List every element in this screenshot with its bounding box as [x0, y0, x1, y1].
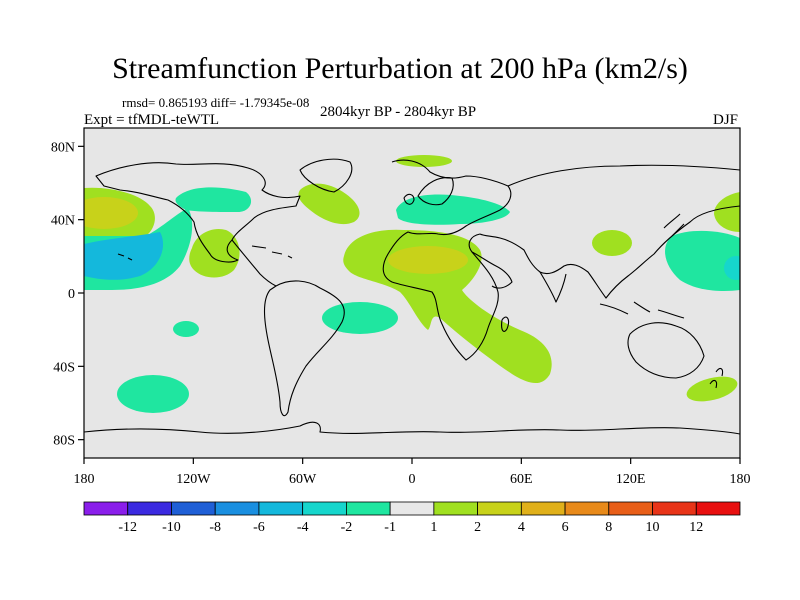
colorbar-label: 8 — [605, 520, 612, 535]
colorbar-swatch — [652, 501, 697, 516]
lon-tick-label: 60W — [289, 472, 317, 487]
british-isles — [403, 193, 415, 205]
lon-tick-label: 180 — [730, 472, 751, 487]
colorbar-swatch — [477, 501, 522, 516]
colorbar-label: -6 — [253, 520, 265, 535]
lat-tick-label: 40S — [53, 360, 75, 375]
season-label: DJF — [713, 112, 739, 128]
plot-title: Streamfunction Perturbation at 200 hPa (… — [112, 52, 688, 85]
lat-tick-label: 80N — [51, 140, 75, 155]
west-pacific-negative — [665, 230, 740, 291]
scandinavia-coast — [417, 177, 454, 206]
lon-tick-label: 120W — [176, 472, 211, 487]
longitude-axis: 180 120W 60W 0 60E 120E 180 — [74, 458, 751, 487]
hawaii — [117, 253, 133, 261]
colorbar-swatch — [302, 501, 347, 516]
australia-coast — [627, 322, 705, 379]
colorbar-swatch — [564, 501, 610, 516]
colorbar-label: 10 — [646, 520, 660, 535]
greenland-coast — [299, 158, 353, 193]
south-pacific-central-negative — [173, 321, 199, 337]
colorbar-swatch — [520, 501, 566, 516]
colorbar-swatch — [389, 501, 435, 516]
arabia-coast — [471, 251, 513, 289]
antarctica-coast — [84, 421, 740, 435]
stats-label: rmsd= 0.865193 diff= -1.79345e-08 — [122, 95, 310, 110]
north-america-negative — [175, 187, 252, 212]
north-pacific-west-core — [84, 197, 138, 229]
lon-tick-label: 0 — [409, 472, 416, 487]
madagascar — [501, 316, 510, 332]
colorbar-label: -12 — [118, 520, 137, 535]
colorbar-swatch — [695, 501, 741, 516]
coastlines — [84, 158, 740, 435]
lat-tick-label: 0 — [68, 287, 75, 302]
colorbar: -12 -10 -8 -6 -4 -2 -1 1 2 4 6 8 10 12 — [83, 501, 741, 535]
south-america-coast — [263, 280, 345, 417]
lat-tick-label: 80S — [53, 434, 75, 449]
north-america-coast — [95, 162, 301, 263]
lon-tick-label: 60E — [510, 472, 533, 487]
colorbar-swatch — [608, 501, 653, 516]
arctic-positive — [396, 155, 452, 167]
north-pacific-east-positive — [714, 192, 740, 232]
colorbar-label: -10 — [162, 520, 181, 535]
south-atlantic-negative — [322, 302, 398, 334]
colorbar-label: 4 — [518, 520, 525, 535]
contour-fills — [84, 155, 740, 413]
lon-tick-label: 180 — [74, 472, 95, 487]
experiment-label: Expt = tfMDL-teWTL — [84, 112, 220, 128]
indonesia-coast — [599, 301, 685, 319]
colorbar-swatch — [83, 501, 129, 516]
colorbar-swatch — [345, 501, 391, 516]
southwest-pacific-positive — [686, 376, 738, 402]
west-pacific-negative-core — [724, 256, 740, 280]
central-america-coast — [231, 239, 277, 287]
india-coast — [539, 271, 567, 303]
north-atlantic-positive — [298, 183, 360, 225]
colorbar-swatch — [214, 501, 260, 516]
colorbar-label: -8 — [209, 520, 221, 535]
colorbar-swatch — [433, 501, 479, 516]
colorbar-label: 2 — [474, 520, 481, 535]
colorbar-label: -4 — [297, 520, 309, 535]
colorbar-label: -2 — [341, 520, 353, 535]
latitude-axis: 80N 40N 0 40S 80S — [51, 140, 84, 449]
africa-europe-coast — [382, 159, 512, 361]
colorbar-swatch — [127, 501, 172, 516]
new-zealand-coast — [709, 367, 724, 389]
japan-coast — [663, 213, 685, 237]
colorbar-swatch — [258, 501, 304, 516]
sahara-core — [388, 246, 468, 274]
lat-tick-label: 40N — [51, 214, 75, 229]
colorbar-swatch — [171, 501, 216, 516]
lon-tick-label: 120E — [616, 472, 646, 487]
asia-coast — [479, 164, 740, 299]
colorbar-label: 12 — [689, 520, 703, 535]
mexico-positive — [189, 228, 240, 278]
period-label: 2804kyr BP - 2804kyr BP — [320, 104, 477, 120]
south-pacific-negative — [117, 375, 189, 413]
caribbean-islands — [251, 245, 293, 259]
colorbar-label: 1 — [430, 520, 437, 535]
colorbar-label: -1 — [384, 520, 396, 535]
colorbar-label: 6 — [562, 520, 569, 535]
east-asia-positive — [592, 230, 632, 256]
